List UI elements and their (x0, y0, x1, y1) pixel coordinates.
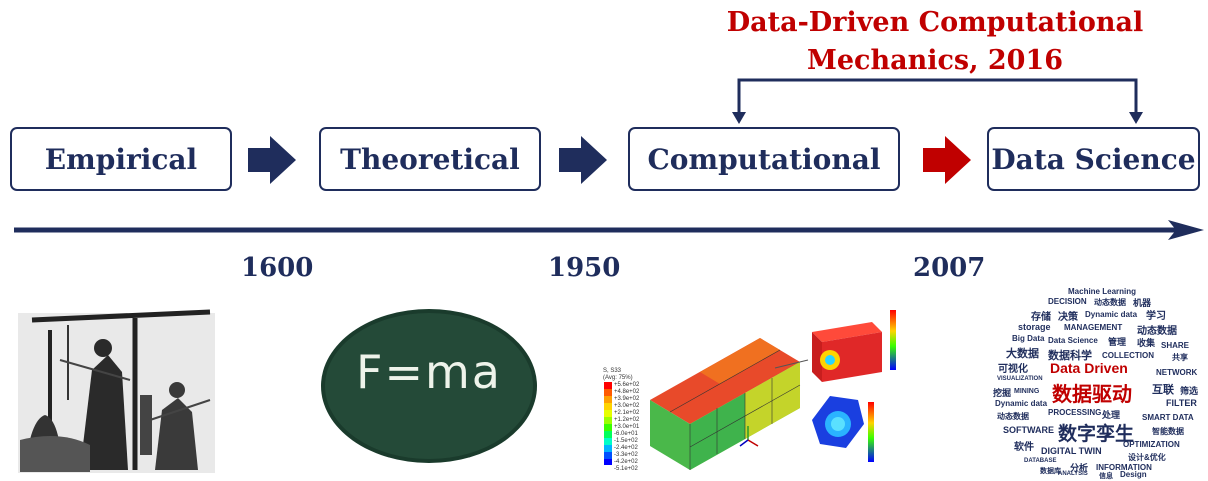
bracket-arrow-left (732, 112, 746, 124)
fe-legend-value: -2.4e+02 (614, 445, 638, 451)
year-1950: 1950 (548, 253, 621, 283)
word-cloud-term: 机器 (1133, 298, 1152, 308)
word-cloud-term: Dynamic data (995, 399, 1048, 408)
fe-legend-value: -6.0e+01 (614, 431, 638, 437)
word-cloud-term: 智能数据 (1152, 427, 1184, 436)
stage-label-data-science: Data Science (991, 142, 1196, 176)
fe-legend-title: S, S33 (Avg: 75%) (603, 368, 633, 381)
word-cloud-term: 设计&优化 (1128, 453, 1166, 462)
fe-simulation-image (604, 310, 896, 470)
word-cloud-term: 存储 (1031, 312, 1051, 323)
word-cloud-term-highlight: 数据驱动 (1052, 384, 1132, 406)
word-cloud-term: NETWORK (1156, 368, 1198, 377)
fe-legend-values: +5.6e+02 +4.8e+02 +3.9e+02 +3.0e+02 +2.1… (614, 382, 639, 473)
word-cloud-term: 数字孪生 (1058, 424, 1135, 445)
word-cloud-term: 筛选 (1180, 386, 1199, 396)
word-cloud-term: storage (1018, 322, 1051, 332)
word-cloud-term: DATABASE (1024, 458, 1057, 464)
stage-box-computational: Computational (628, 127, 900, 191)
step-arrow-3 (923, 136, 971, 184)
word-cloud-term: 互联 (1152, 384, 1174, 396)
fe-legend-value: -3.3e+02 (614, 452, 638, 458)
word-cloud-term: PROCESSING (1048, 408, 1102, 417)
highlight-title: Data-Driven Computational Mechanics, 201… (700, 4, 1170, 80)
word-cloud-term: 管理 (1108, 337, 1127, 347)
word-cloud-term: FILTER (1166, 398, 1197, 408)
word-cloud-term-highlight: Data Driven (1050, 360, 1128, 376)
fe-legend-value: -5.1e+02 (614, 466, 638, 472)
word-cloud-term: INFORMATION (1096, 463, 1152, 472)
timeline-arrowhead (1168, 220, 1204, 240)
stage-label-empirical: Empirical (44, 142, 198, 176)
word-cloud-term: Big Data (1012, 334, 1045, 343)
word-cloud-term: 分析 (1070, 463, 1089, 473)
word-cloud-term: SHARE (1161, 341, 1190, 350)
word-cloud-term: 决策 (1058, 312, 1078, 323)
word-cloud-term: 信息 (1099, 473, 1113, 480)
bracket-connector (737, 78, 1138, 116)
word-cloud-term: 数据库 (1040, 468, 1061, 475)
word-cloud-term: 共享 (1172, 353, 1188, 362)
word-cloud-term: Dynamic data (1085, 310, 1138, 319)
fe-legend-value: +1.2e+02 (614, 417, 640, 423)
word-cloud-term: SMART DATA (1142, 413, 1194, 422)
word-cloud-term: 软件 (1014, 442, 1034, 453)
word-cloud-term: 可视化 (998, 364, 1028, 375)
fe-legend-value: +3.0e+02 (614, 403, 640, 409)
bracket-arrow-right (1129, 112, 1143, 124)
word-cloud-term: 学习 (1146, 311, 1166, 322)
highlight-title-line1: Data-Driven Computational (726, 7, 1144, 38)
stage-label-theoretical: Theoretical (340, 142, 520, 176)
empirical-engraving-image (18, 309, 215, 473)
year-2007: 2007 (913, 253, 986, 283)
word-cloud-term: Data Science (1048, 336, 1098, 345)
word-cloud-term: 大数据 (1006, 348, 1039, 360)
word-cloud-circle (1003, 285, 1199, 479)
word-cloud-term: 处理 (1102, 410, 1121, 420)
word-cloud-term: MANAGEMENT (1064, 323, 1123, 332)
fe-legend-colorbar (604, 382, 612, 465)
fe-legend-value: +2.1e+02 (614, 410, 640, 416)
word-cloud-term: COLLECTION (1102, 351, 1154, 360)
stage-box-data-science: Data Science (987, 127, 1200, 191)
word-cloud-term: OPTIMIZATION (1123, 440, 1180, 449)
word-cloud-term: Machine Learning (1068, 287, 1137, 296)
word-cloud-term: 动态数据 (1094, 298, 1126, 307)
word-cloud-term: 收集 (1137, 338, 1156, 348)
word-cloud-term: Design (1120, 470, 1147, 479)
chalkboard-formula: F=ma (356, 345, 502, 399)
word-cloud-term: 动态数据 (997, 412, 1029, 421)
word-cloud-term: DIGITAL TWIN (1041, 446, 1102, 456)
step-arrow-2 (559, 136, 607, 184)
word-cloud-term: VISUALIZATION (997, 376, 1043, 382)
step-arrow-1 (248, 136, 296, 184)
word-cloud-term: 数据科学 (1048, 350, 1092, 362)
word-cloud-term: 挖掘 (993, 388, 1012, 398)
fe-legend-value: -1.5e+02 (614, 438, 638, 444)
stage-label-computational: Computational (647, 142, 881, 176)
word-cloud-term: SOFTWARE (1003, 425, 1054, 435)
word-cloud-term: 动态数据 (1137, 326, 1177, 337)
fe-legend-value: -4.2e+02 (614, 459, 638, 465)
stage-box-theoretical: Theoretical (319, 127, 541, 191)
fe-legend-value: +3.0e+01 (614, 424, 640, 430)
chalkboard-image (321, 309, 537, 463)
fe-legend-value: +4.8e+02 (614, 389, 640, 395)
word-cloud-term: MINING (1014, 388, 1040, 395)
stage-box-empirical: Empirical (10, 127, 232, 191)
year-1600: 1600 (241, 253, 314, 283)
highlight-title-line2: Mechanics, 2016 (806, 45, 1064, 76)
fe-legend-value: +5.6e+02 (614, 382, 640, 388)
word-cloud-term: ANALYSIS (1058, 471, 1088, 477)
fe-legend-value: +3.9e+02 (614, 396, 640, 402)
word-cloud-term: DECISION (1048, 297, 1087, 306)
